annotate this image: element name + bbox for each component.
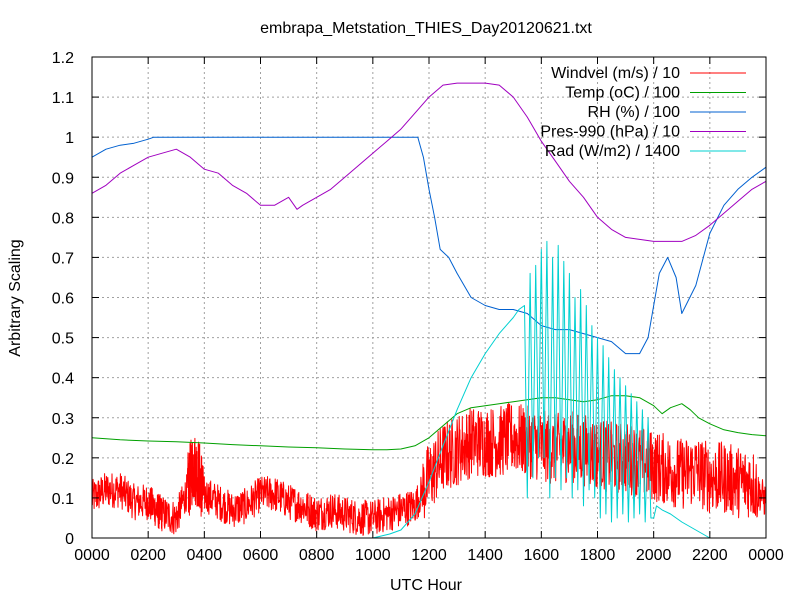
y-tick-label: 1.2 xyxy=(52,50,74,67)
tick-labels: 0000 0200 0400 0600 0800 1000 1200 1400 1600 1800… xyxy=(52,50,784,564)
y-tick-label: 0.2 xyxy=(52,451,74,468)
legend-label: RH (%) / 100 xyxy=(588,104,681,121)
legend-label: Windvel (m/s) / 10 xyxy=(551,65,680,82)
y-tick-label: 0.8 xyxy=(52,210,74,227)
y-tick-label: 0.7 xyxy=(52,250,74,267)
x-tick-label: 0600 xyxy=(243,547,279,564)
x-tick-label: 0200 xyxy=(130,547,166,564)
x-tick-label: 1800 xyxy=(580,547,616,564)
y-tick-label: 0.6 xyxy=(52,291,74,308)
series-line-2 xyxy=(91,395,767,451)
x-tick-label: 0000 xyxy=(74,547,110,564)
series-layer xyxy=(91,82,767,539)
legend-label: Temp (oC) / 100 xyxy=(565,85,680,102)
y-axis-title: Arbitrary Scaling xyxy=(7,239,24,356)
x-tick-label: 1600 xyxy=(524,547,560,564)
x-tick-label: 2200 xyxy=(692,547,728,564)
axis-ticks xyxy=(91,56,767,539)
chart-title: embrapa_Metstation_THIES_Day20120621.txt xyxy=(260,20,592,37)
series-line-5 xyxy=(92,240,766,539)
legend-label: Rad (W/m2) / 1400 xyxy=(545,143,680,160)
y-tick-label: 0.9 xyxy=(52,170,74,187)
x-tick-label: 1200 xyxy=(411,547,447,564)
y-tick-label: 0.1 xyxy=(52,491,74,508)
x-tick-label: 1400 xyxy=(467,547,503,564)
series-line-3 xyxy=(91,136,767,355)
x-tick-label: 2000 xyxy=(636,547,672,564)
y-tick-label: 0.4 xyxy=(52,371,74,388)
x-tick-label: 0400 xyxy=(187,547,223,564)
x-axis-title: UTC Hour xyxy=(390,577,463,594)
y-tick-label: 1 xyxy=(65,130,74,147)
y-tick-label: 1.1 xyxy=(52,90,74,107)
x-tick-label: 1000 xyxy=(355,547,391,564)
y-tick-label: 0 xyxy=(65,531,74,548)
legend-label: Pres-990 (hPa) / 10 xyxy=(540,124,680,141)
legend: Windvel (m/s) / 10 Temp (oC) / 100 RH (%) … xyxy=(540,65,746,160)
x-tick-label: 0800 xyxy=(299,547,335,564)
x-tick-label: 0000 xyxy=(748,547,784,564)
y-tick-label: 0.5 xyxy=(52,331,74,348)
y-tick-label: 0.3 xyxy=(52,411,74,428)
series-line-4 xyxy=(91,82,767,242)
